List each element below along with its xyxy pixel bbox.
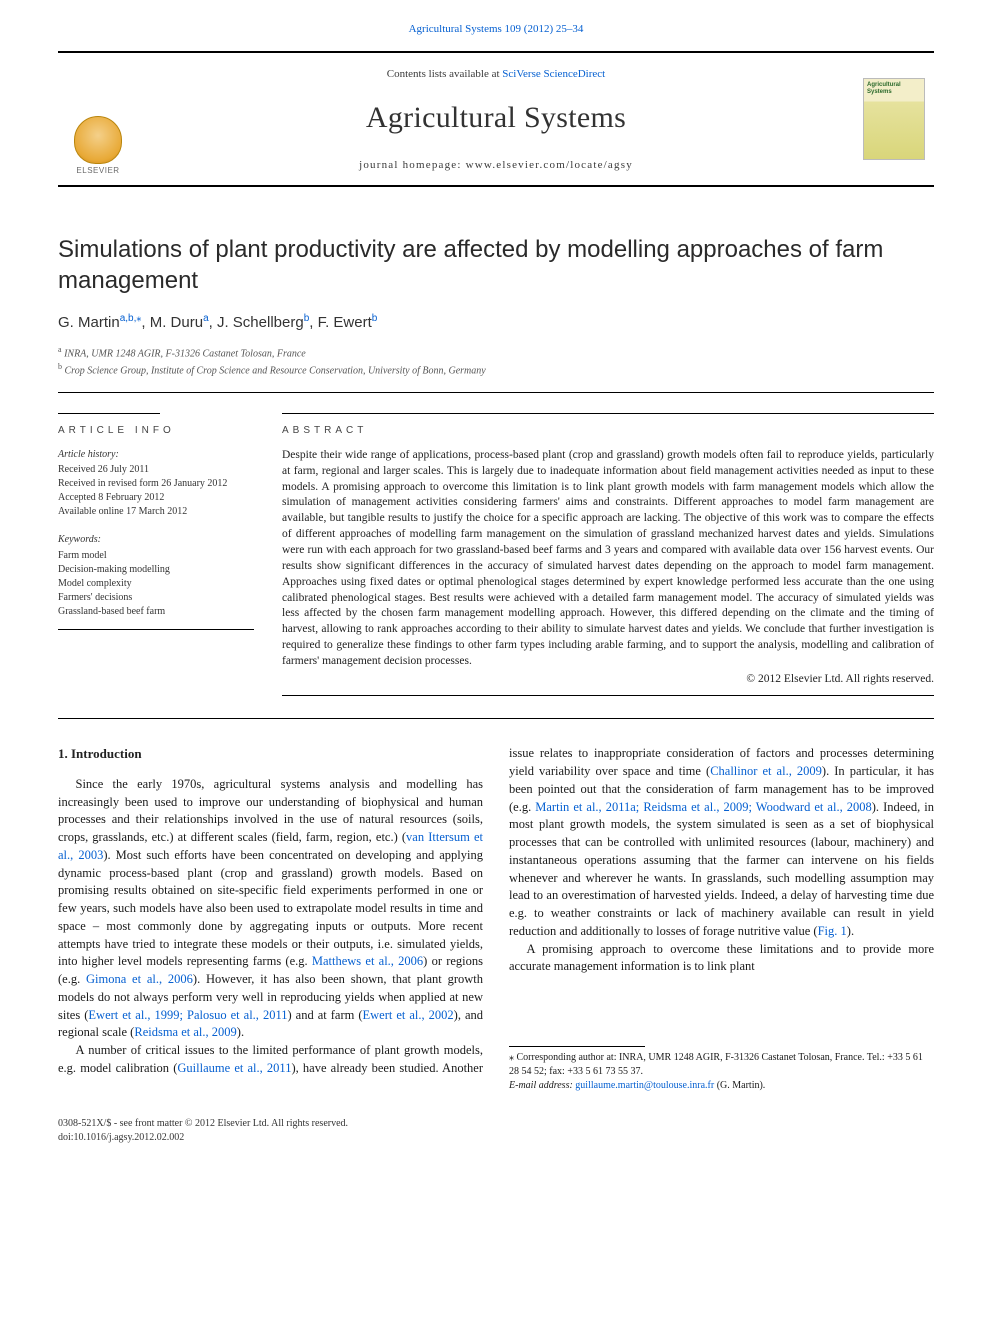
author-2-affil: a [203, 313, 209, 324]
homepage-prefix: journal homepage: [359, 159, 466, 171]
contents-lists-line: Contents lists available at SciVerse Sci… [148, 67, 844, 82]
journal-homepage-line: journal homepage: www.elsevier.com/locat… [148, 158, 844, 173]
citation-link[interactable]: Agricultural Systems 109 (2012) 25–34 [409, 23, 584, 35]
abstract-col: abstract Despite their wide range of app… [282, 393, 934, 696]
author-4-affil: b [372, 313, 378, 324]
intro-paragraph-3: A promising approach to overcome these l… [509, 941, 934, 977]
title-block: Simulations of plant productivity are af… [58, 235, 934, 378]
author-3[interactable]: J. Schellberg [217, 314, 304, 331]
info-abstract-row: article info Article history: Received 2… [58, 393, 934, 696]
ref-ewert-2002[interactable]: Ewert et al., 2002 [363, 1008, 454, 1022]
intro-paragraph-1: Since the early 1970s, agricultural syst… [58, 776, 483, 1042]
author-1-affil: a,b,⁎ [120, 313, 142, 324]
corresponding-author-note: ⁎ Corresponding author at: INRA, UMR 124… [509, 1051, 934, 1079]
email-line: E-mail address: guillaume.martin@toulous… [509, 1079, 934, 1093]
journal-header: ELSEVIER Contents lists available at Sci… [58, 51, 934, 187]
affiliations: a INRA, UMR 1248 AGIR, F-31326 Castanet … [58, 344, 934, 379]
abstract-heading: abstract [282, 424, 934, 438]
abstract-rule-bottom [282, 695, 934, 696]
history-line-3: Available online 17 March 2012 [58, 505, 254, 519]
corr-marker: ⁎ [509, 1052, 514, 1063]
abstract-copyright: © 2012 Elsevier Ltd. All rights reserved… [282, 672, 934, 688]
keyword-2: Model complexity [58, 577, 254, 591]
body-columns: 1. Introduction Since the early 1970s, a… [58, 745, 934, 1093]
author-4[interactable]: F. Ewert [318, 314, 372, 331]
rule-before-body [58, 718, 934, 719]
ref-ewert-1999-palosuo-2011[interactable]: Ewert et al., 1999; Palosuo et al., 2011 [88, 1008, 287, 1022]
footnotes: ⁎ Corresponding author at: INRA, UMR 124… [509, 1051, 934, 1093]
section-1-heading: 1. Introduction [58, 745, 483, 763]
keyword-4: Grassland-based beef farm [58, 605, 254, 619]
history-line-1: Received in revised form 26 January 2012 [58, 477, 254, 491]
article-title: Simulations of plant productivity are af… [58, 235, 934, 296]
bottom-meta: 0308-521X/$ - see front matter © 2012 El… [58, 1117, 934, 1144]
affiliation-b: b Crop Science Group, Institute of Crop … [58, 361, 934, 378]
corresponding-email[interactable]: guillaume.martin@toulouse.inra.fr [575, 1080, 714, 1091]
sciencedirect-link[interactable]: SciVerse ScienceDirect [502, 68, 605, 80]
elsevier-tree-icon [74, 116, 122, 164]
authors-line: G. Martina,b,⁎, M. Durua, J. Schellbergb… [58, 312, 934, 333]
info-rule-bottom [58, 629, 254, 630]
ref-guillaume-2011[interactable]: Guillaume et al., 2011 [177, 1061, 291, 1075]
ref-matthews-2006[interactable]: Matthews et al., 2006 [312, 954, 423, 968]
journal-cover-thumb[interactable]: Agricultural Systems [863, 78, 925, 160]
history-label: Article history: [58, 448, 254, 462]
front-matter-line: 0308-521X/$ - see front matter © 2012 El… [58, 1117, 934, 1131]
ref-reidsma-2009[interactable]: Reidsma et al., 2009 [134, 1025, 236, 1039]
elsevier-logo[interactable]: ELSEVIER [66, 103, 130, 177]
corr-text: Corresponding author at: INRA, UMR 1248 … [509, 1052, 923, 1077]
header-center: Contents lists available at SciVerse Sci… [138, 53, 854, 185]
affiliation-a: a INRA, UMR 1248 AGIR, F-31326 Castanet … [58, 344, 934, 361]
author-3-affil: b [304, 313, 310, 324]
doi-line: doi:10.1016/j.agsy.2012.02.002 [58, 1131, 934, 1145]
publisher-logo-col: ELSEVIER [58, 53, 138, 185]
ref-challinor-2009[interactable]: Challinor et al., 2009 [710, 764, 822, 778]
author-2[interactable]: M. Duru [150, 314, 203, 331]
ref-fig-1[interactable]: Fig. 1 [818, 924, 847, 938]
email-label: E-mail address: [509, 1080, 575, 1091]
ref-martin-reidsma-woodward[interactable]: Martin et al., 2011a; Reidsma et al., 20… [535, 800, 871, 814]
author-1[interactable]: G. Martin [58, 314, 120, 331]
article-info-heading: article info [58, 424, 254, 438]
citation-line: Agricultural Systems 109 (2012) 25–34 [58, 22, 934, 37]
email-tail: (G. Martin). [714, 1080, 765, 1091]
contents-prefix: Contents lists available at [387, 68, 502, 80]
cover-title-2: Systems [867, 89, 921, 96]
abstract-text: Despite their wide range of applications… [282, 448, 934, 670]
ref-gimona-2006[interactable]: Gimona et al., 2006 [86, 972, 193, 986]
footnote-separator [509, 1046, 645, 1047]
homepage-url[interactable]: www.elsevier.com/locate/agsy [466, 159, 633, 171]
journal-name: Agricultural Systems [148, 98, 844, 139]
elsevier-label: ELSEVIER [76, 166, 119, 177]
history-line-0: Received 26 July 2011 [58, 463, 254, 477]
keywords-block: Keywords: Farm model Decision-making mod… [58, 533, 254, 619]
keyword-0: Farm model [58, 549, 254, 563]
article-info-col: article info Article history: Received 2… [58, 393, 254, 696]
cover-col: Agricultural Systems [854, 53, 934, 185]
history-line-2: Accepted 8 February 2012 [58, 491, 254, 505]
keywords-label: Keywords: [58, 533, 254, 547]
keyword-3: Farmers' decisions [58, 591, 254, 605]
cover-title-1: Agricultural [867, 82, 921, 89]
keyword-1: Decision-making modelling [58, 563, 254, 577]
